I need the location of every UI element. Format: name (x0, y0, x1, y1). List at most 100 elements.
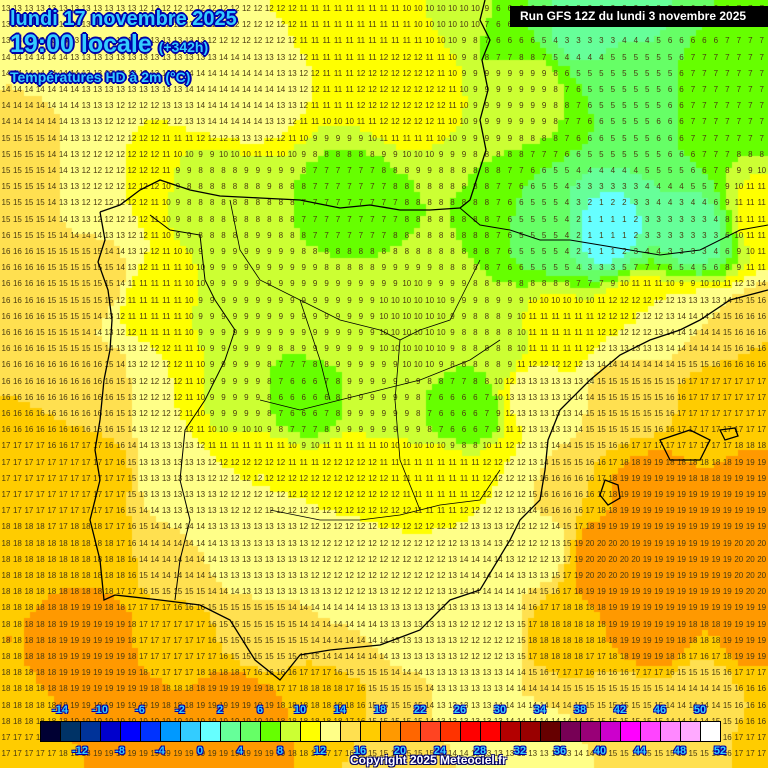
grid-value: 8 (209, 230, 215, 240)
legend-swatch (401, 722, 421, 741)
grid-value: 17 (81, 473, 91, 483)
grid-value: 4 (667, 198, 673, 208)
grid-value: 18 (333, 684, 343, 694)
grid-value: 14 (482, 538, 492, 548)
grid-value: 16 (24, 247, 34, 256)
grid-value: 12 (642, 311, 652, 321)
grid-value: 18 (1, 635, 11, 645)
grid-value: 13 (150, 490, 160, 499)
grid-value: 10 (516, 328, 526, 337)
grid-value: 12 (276, 133, 286, 143)
grid-value: 3 (610, 263, 616, 273)
grid-value: 12 (161, 20, 171, 30)
grid-value: 13 (138, 490, 148, 499)
grid-value: 8 (519, 52, 524, 62)
grid-value: 12 (219, 490, 228, 499)
grid-value: 13 (93, 52, 103, 62)
grid-value: 9 (690, 279, 696, 289)
grid-value: 8 (244, 214, 249, 224)
grid-value: 7 (713, 149, 719, 159)
grid-value: 14 (367, 619, 377, 629)
grid-value: 19 (757, 635, 767, 645)
grid-value: 17 (93, 490, 103, 499)
grid-value: 12 (425, 538, 435, 548)
grid-value: 11 (242, 441, 251, 451)
grid-value: 16 (12, 409, 22, 418)
grid-value: 10 (425, 20, 435, 30)
grid-value: 19 (93, 635, 103, 645)
grid-value: 10 (253, 425, 263, 435)
grid-value: 12 (413, 587, 423, 597)
grid-value: 8 (404, 198, 410, 208)
grid-value: 11 (562, 344, 572, 354)
grid-value: 18 (574, 619, 583, 629)
grid-value: 11 (185, 133, 194, 143)
grid-value: 17 (81, 490, 91, 499)
grid-value: 14 (196, 68, 206, 78)
grid-value: 17 (161, 619, 171, 629)
grid-value: 12 (482, 490, 492, 499)
grid-value: 9 (461, 311, 467, 321)
grid-value: 12 (345, 538, 354, 548)
grid-value: 7 (370, 214, 375, 224)
grid-value: 8 (301, 230, 306, 240)
grid-value: 13 (390, 603, 400, 613)
grid-value: 8 (324, 247, 329, 256)
grid-value: 9 (370, 360, 375, 370)
grid-value: 14 (310, 619, 320, 629)
grid-value: 16 (47, 425, 57, 435)
grid-value: 9 (278, 263, 284, 273)
grid-value: 14 (207, 587, 217, 597)
grid-value: 14 (24, 101, 34, 111)
grid-value: 16 (24, 425, 34, 435)
grid-value: 8 (209, 182, 215, 192)
grid-value: 7 (541, 149, 547, 159)
grid-value: 16 (127, 538, 137, 548)
grid-value: 7 (541, 52, 547, 62)
grid-value: 8 (427, 230, 432, 240)
grid-value: 7 (381, 198, 387, 208)
grid-value: 9 (255, 295, 261, 305)
grid-value: 4 (622, 166, 627, 175)
grid-value: 12 (93, 166, 103, 175)
grid-value: 14 (150, 554, 160, 564)
grid-value: 11 (253, 149, 263, 159)
grid-value: 17 (1, 749, 11, 759)
grid-value: 13 (516, 376, 526, 386)
grid-value: 16 (58, 425, 68, 435)
grid-value: 13 (528, 376, 538, 386)
grid-value: 13 (299, 571, 309, 580)
grid-value: 12 (482, 619, 492, 629)
grid-value: 13 (207, 52, 217, 62)
grid-value: 10 (390, 295, 400, 305)
grid-value: 13 (58, 182, 68, 192)
grid-value: 19 (70, 652, 80, 661)
grid-value: 12 (150, 149, 160, 159)
grid-value: 13 (196, 52, 206, 62)
grid-value: 15 (93, 279, 103, 289)
grid-value: 8 (278, 198, 284, 208)
grid-value: 13 (299, 538, 309, 548)
grid-value: 12 (482, 635, 492, 645)
grid-value: 13 (70, 166, 80, 175)
grid-value: 16 (757, 328, 767, 337)
grid-value: 2 (622, 198, 627, 208)
grid-value: 19 (699, 554, 709, 564)
grid-value: 17 (745, 376, 755, 386)
grid-value: 11 (459, 490, 469, 499)
grid-value: 9 (244, 263, 249, 273)
grid-value: 18 (333, 700, 343, 710)
grid-value: 7 (335, 198, 341, 208)
grid-value: 9 (324, 344, 329, 354)
grid-value: 17 (138, 652, 148, 661)
grid-value: 14 (230, 101, 240, 111)
grid-value: 17 (1, 441, 11, 451)
grid-value: 15 (70, 311, 80, 321)
grid-value: 12 (333, 506, 343, 516)
grid-value: 19 (230, 700, 240, 710)
grid-value: 15 (562, 522, 572, 532)
grid-value: 8 (438, 214, 444, 224)
grid-value: 11 (310, 457, 320, 467)
grid-value: 10 (173, 247, 183, 256)
grid-value: 14 (688, 684, 698, 694)
